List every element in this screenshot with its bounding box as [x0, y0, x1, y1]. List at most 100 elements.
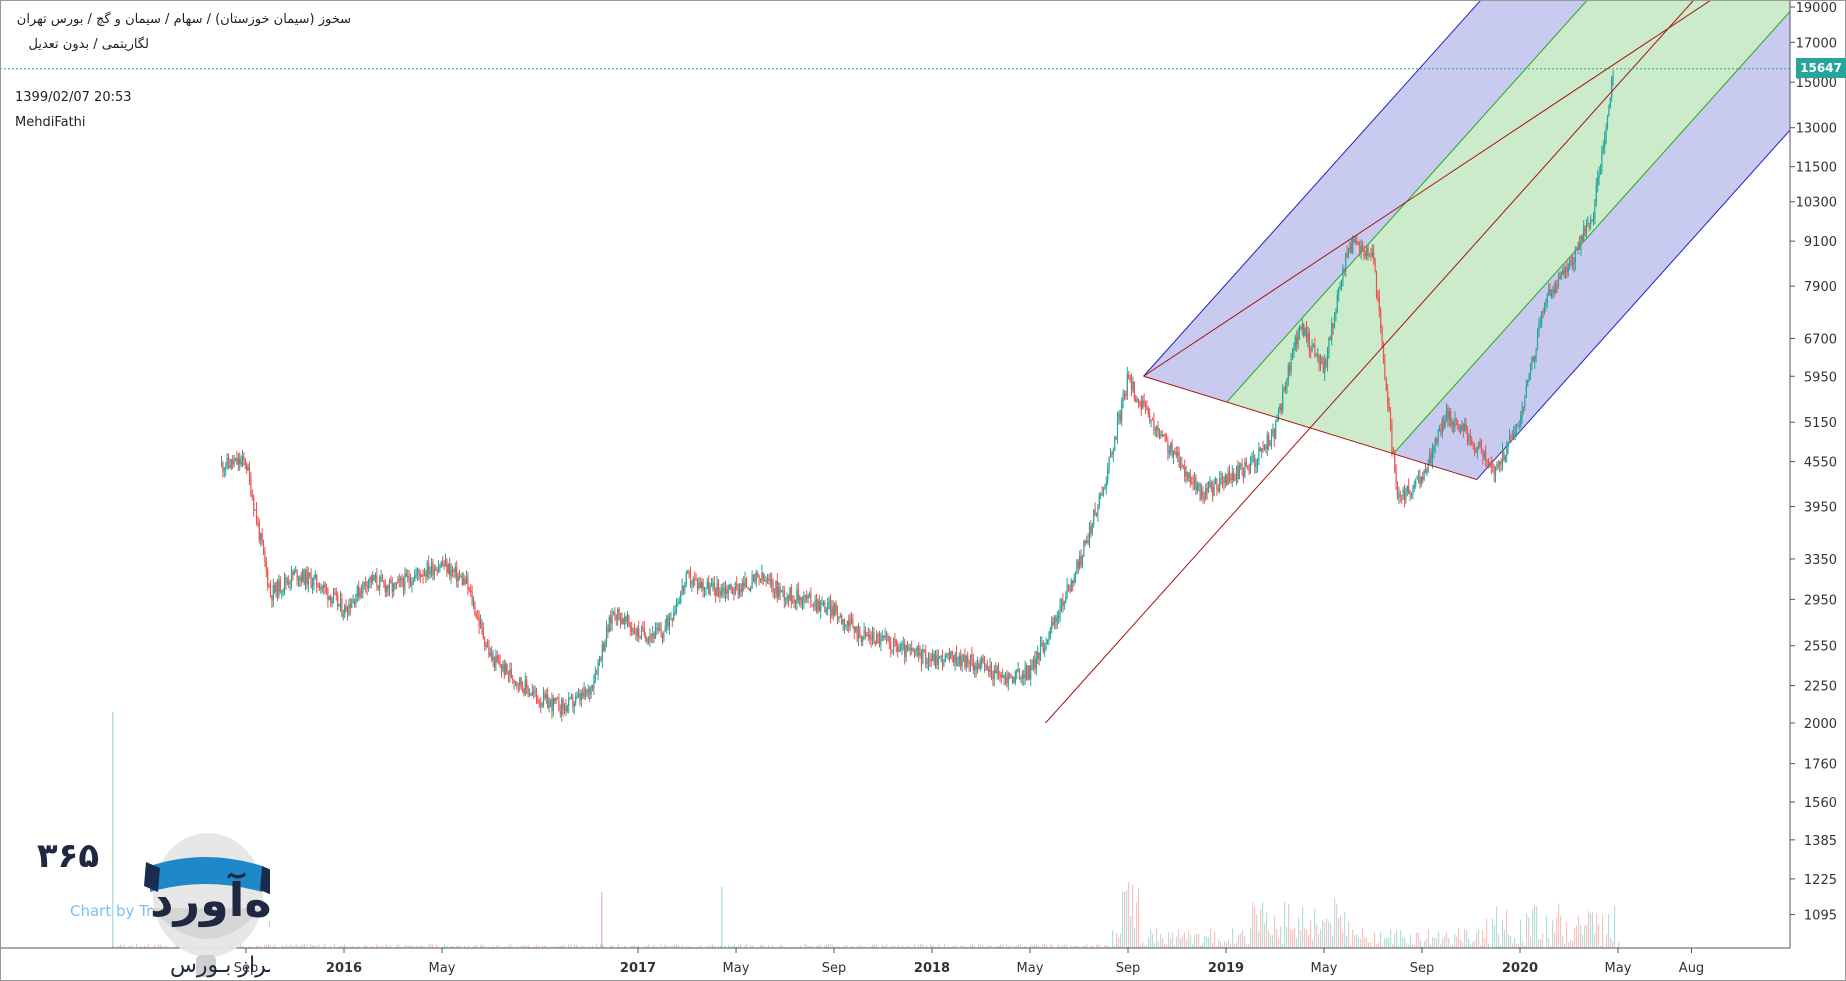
volume-bar — [1570, 939, 1572, 948]
candle-body — [1275, 421, 1277, 439]
candle-body — [1347, 249, 1350, 254]
candle-body — [815, 599, 818, 611]
candle-body — [838, 617, 840, 620]
volume-bar — [294, 945, 296, 948]
volume-bar — [1228, 939, 1230, 948]
price-tick-label: 3950 — [1804, 501, 1837, 516]
candle-body — [873, 632, 875, 642]
volume-bar — [1560, 915, 1562, 948]
candle-body — [905, 645, 907, 657]
candle-body — [586, 691, 588, 695]
candle-body — [1149, 414, 1151, 421]
volume-bar — [1202, 942, 1204, 948]
candle-body — [1433, 445, 1435, 451]
candle-body — [1182, 465, 1184, 467]
volume-bar — [1446, 932, 1448, 948]
candle-body — [1496, 464, 1498, 468]
candle-body — [916, 647, 918, 651]
candle-body — [682, 585, 685, 590]
volume-bar — [1596, 913, 1598, 948]
trend-lines[interactable] — [0, 0, 1790, 724]
candle-body — [1423, 469, 1425, 480]
candle-body — [537, 696, 539, 704]
candle-body — [1153, 419, 1155, 431]
candle-body — [367, 580, 370, 588]
candle-body — [1506, 447, 1508, 457]
volume-bar — [496, 945, 498, 948]
candle-body — [1196, 484, 1198, 491]
candle-body — [1156, 427, 1158, 430]
candle-body — [1049, 629, 1051, 639]
candle-body — [909, 648, 911, 650]
candle-body — [1560, 274, 1562, 280]
volume-bar — [852, 946, 854, 948]
volume-bar — [1256, 914, 1258, 948]
candle-body — [352, 598, 354, 604]
candle-body — [1350, 244, 1352, 254]
volume-bar — [720, 946, 722, 948]
candle-body — [629, 625, 631, 628]
candle-body — [1360, 245, 1362, 254]
candle-body — [1004, 677, 1007, 679]
candle-body — [297, 579, 300, 581]
candle-body — [1553, 288, 1555, 294]
candle-body — [356, 586, 358, 598]
candle-body — [969, 654, 972, 665]
candle-body — [251, 495, 253, 498]
volume-bar — [1052, 944, 1054, 948]
volume-bar — [768, 945, 770, 948]
volume-bar — [860, 944, 862, 948]
volume-bar — [1182, 935, 1184, 948]
candle-body — [1262, 448, 1264, 450]
candle-body — [786, 595, 788, 600]
volume-bar — [1492, 918, 1494, 948]
candle-body — [972, 658, 974, 670]
candle-body — [363, 581, 365, 583]
candle-body — [1444, 420, 1446, 428]
candle-body — [1574, 249, 1576, 263]
candle-body — [1499, 461, 1501, 465]
candle-body — [1009, 673, 1011, 675]
candle-body — [1520, 416, 1522, 427]
candle-body — [1543, 305, 1546, 313]
candle-body — [313, 577, 315, 585]
candle-body — [261, 533, 263, 545]
price-axis-background — [1790, 0, 1846, 981]
volume-bar — [1100, 946, 1102, 948]
candle-body — [465, 577, 468, 584]
volume-bar — [388, 946, 390, 948]
candle-body — [1129, 376, 1131, 381]
volume-bar — [1304, 928, 1306, 948]
candle-body — [1217, 488, 1219, 491]
candle-body — [687, 572, 689, 574]
candle-body — [1524, 397, 1526, 409]
candle-body — [230, 459, 232, 468]
candle-body — [636, 628, 638, 636]
volume-bar — [124, 944, 126, 948]
volume-bar — [634, 945, 636, 948]
candle-body — [1594, 201, 1596, 219]
candle-body — [1090, 526, 1092, 534]
volume-bar — [576, 944, 578, 948]
candle-body — [461, 576, 463, 585]
candle-body — [272, 585, 274, 601]
volume-bar — [302, 944, 304, 948]
candle-body — [1562, 269, 1564, 275]
volume-bar — [1010, 945, 1012, 948]
candle-body — [1228, 471, 1231, 478]
volume-bar — [1296, 938, 1298, 948]
volume-bar — [974, 946, 976, 948]
volume-bar — [1366, 938, 1368, 948]
candle-body — [1224, 475, 1226, 483]
candle-body — [618, 609, 620, 613]
volume-bar — [1288, 903, 1290, 948]
pitchfork-drawing[interactable] — [1143, 0, 1846, 480]
time-tick-label: May — [1017, 961, 1044, 976]
candle-body — [584, 688, 587, 695]
volume-bar — [538, 946, 540, 948]
candle-body — [1517, 426, 1519, 428]
volume-bar — [962, 945, 964, 948]
price-tick-label: 9100 — [1804, 235, 1837, 250]
candle-body — [1555, 283, 1557, 294]
